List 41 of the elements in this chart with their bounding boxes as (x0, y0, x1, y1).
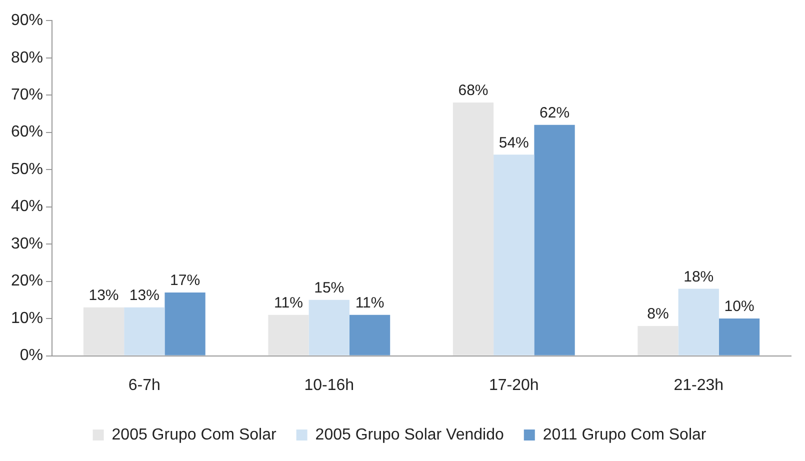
bar (494, 154, 534, 356)
bar (452, 102, 494, 356)
bar (638, 326, 678, 356)
data-label: 62% (540, 104, 570, 122)
bar (718, 318, 760, 356)
y-tick-label: 20% (10, 272, 44, 290)
bar (349, 314, 390, 356)
bar (164, 292, 206, 356)
data-label: 11% (355, 294, 384, 312)
legend-label: 2011 Grupo Com Solar (542, 426, 707, 444)
data-label: 17% (170, 272, 200, 290)
data-label: 11% (274, 294, 303, 312)
bar (83, 307, 124, 356)
x-tick-label: 6-7h (128, 376, 160, 394)
y-tick-label: 30% (10, 235, 44, 252)
x-tick-label: 10-16h (304, 376, 354, 394)
data-label: 18% (684, 268, 714, 286)
data-label: 68% (458, 82, 488, 100)
data-label: 54% (498, 134, 529, 152)
legend-label: 2005 Grupo Solar Vendido (315, 426, 504, 444)
legend-label: 2005 Grupo Com Solar (112, 426, 277, 444)
y-tick-label: 0% (20, 347, 44, 364)
bar (268, 314, 309, 356)
bar (124, 307, 165, 356)
x-tick-label: 17-20h (488, 376, 539, 394)
x-tick-label: 21-23h (674, 376, 724, 394)
y-tick-label: 50% (10, 160, 44, 178)
data-label: 15% (314, 280, 344, 297)
bar (534, 124, 575, 356)
data-label: 13% (129, 287, 160, 304)
bar (678, 288, 719, 356)
y-tick-label: 90% (10, 12, 44, 30)
data-label: 10% (724, 298, 754, 316)
y-tick-label: 40% (10, 198, 44, 216)
y-tick-label: 80% (10, 49, 44, 66)
bar (308, 300, 350, 356)
data-label: 13% (88, 287, 119, 304)
data-label: 8% (647, 306, 669, 323)
y-tick-label: 60% (10, 124, 44, 141)
y-tick-label: 70% (10, 86, 44, 104)
y-tick-label: 10% (10, 310, 44, 327)
